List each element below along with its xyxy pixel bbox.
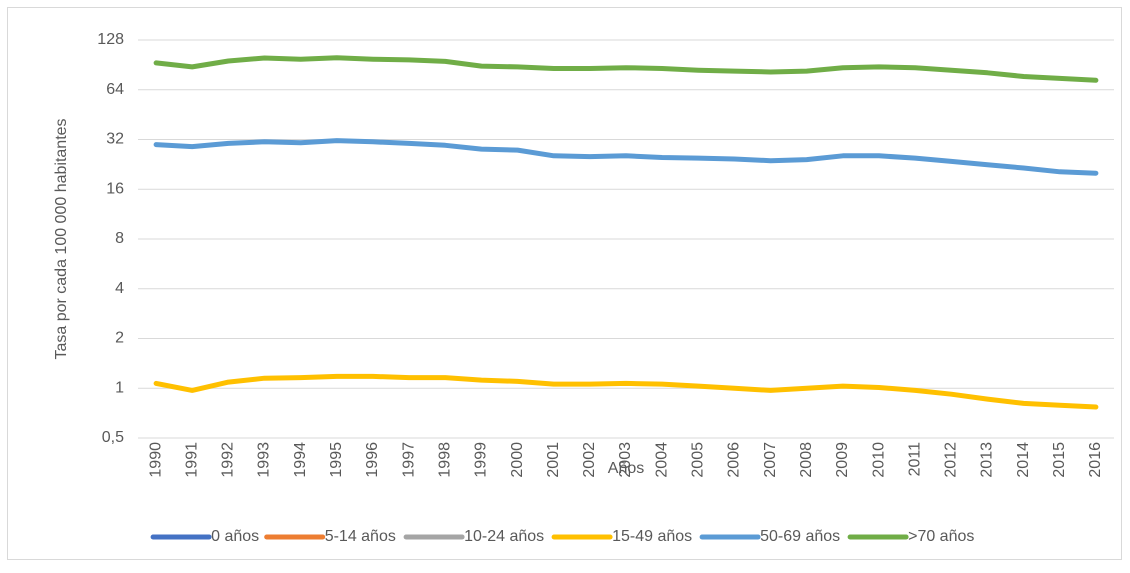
series-line — [153, 55, 1099, 83]
x-tick-label: 2008 — [798, 442, 815, 478]
x-tick-label: 2004 — [653, 442, 670, 478]
x-tick-label: 1991 — [183, 442, 200, 478]
x-tick-label: 2001 — [545, 442, 562, 478]
series-line — [153, 138, 1099, 176]
x-tick-label: 2014 — [1015, 442, 1032, 478]
x-tick-label: 1994 — [292, 442, 309, 478]
series-line — [153, 373, 1099, 410]
y-tick-label: 32 — [106, 131, 124, 148]
x-tick-label: 2000 — [509, 442, 526, 478]
x-tick-label: 1995 — [328, 442, 345, 478]
x-tick-label: 2006 — [726, 442, 743, 478]
x-tick-label: 1992 — [220, 442, 237, 478]
x-tick-label: 2016 — [1087, 442, 1104, 478]
y-tick-label: 8 — [115, 230, 124, 247]
legend-label: 10-24 años — [464, 528, 544, 545]
x-tick-label: 2012 — [943, 442, 960, 478]
x-tick-label: 1999 — [473, 442, 490, 478]
x-tick-label: 2009 — [834, 442, 851, 478]
legend-label: 5-14 años — [325, 528, 396, 545]
x-tick-label: 1990 — [147, 442, 164, 478]
legend-label: 15-49 años — [612, 528, 692, 545]
x-tick-label: 2013 — [979, 442, 996, 478]
x-tick-label: 1993 — [256, 442, 273, 478]
x-tick-label: 2015 — [1051, 442, 1068, 478]
x-tick-label: 1996 — [364, 442, 381, 478]
x-axis-title: Años — [608, 460, 644, 477]
x-tick-label: 1997 — [400, 442, 417, 478]
chart-border — [7, 7, 1122, 560]
legend-label: >70 años — [908, 528, 974, 545]
x-tick-label: 2010 — [870, 442, 887, 478]
y-axis-title: Tasa por cada 100 000 habitantes — [53, 118, 70, 359]
y-tick-label: 16 — [106, 180, 124, 197]
y-tick-label: 1 — [115, 379, 124, 396]
legend-label: 50-69 años — [760, 528, 840, 545]
y-tick-label: 2 — [115, 330, 124, 347]
x-tick-label: 2005 — [690, 442, 707, 478]
x-tick-label: 2002 — [581, 442, 598, 478]
y-tick-label: 64 — [106, 81, 124, 98]
y-tick-label: 128 — [97, 31, 124, 48]
y-tick-label: 4 — [115, 280, 124, 297]
x-tick-label: 1998 — [436, 442, 453, 478]
y-tick-label: 0,5 — [102, 429, 124, 446]
x-tick-label: 2007 — [762, 442, 779, 478]
x-tick-label: 2011 — [906, 442, 923, 477]
legend-label: 0 años — [211, 528, 259, 545]
x-tick-label: 2003 — [617, 442, 634, 478]
